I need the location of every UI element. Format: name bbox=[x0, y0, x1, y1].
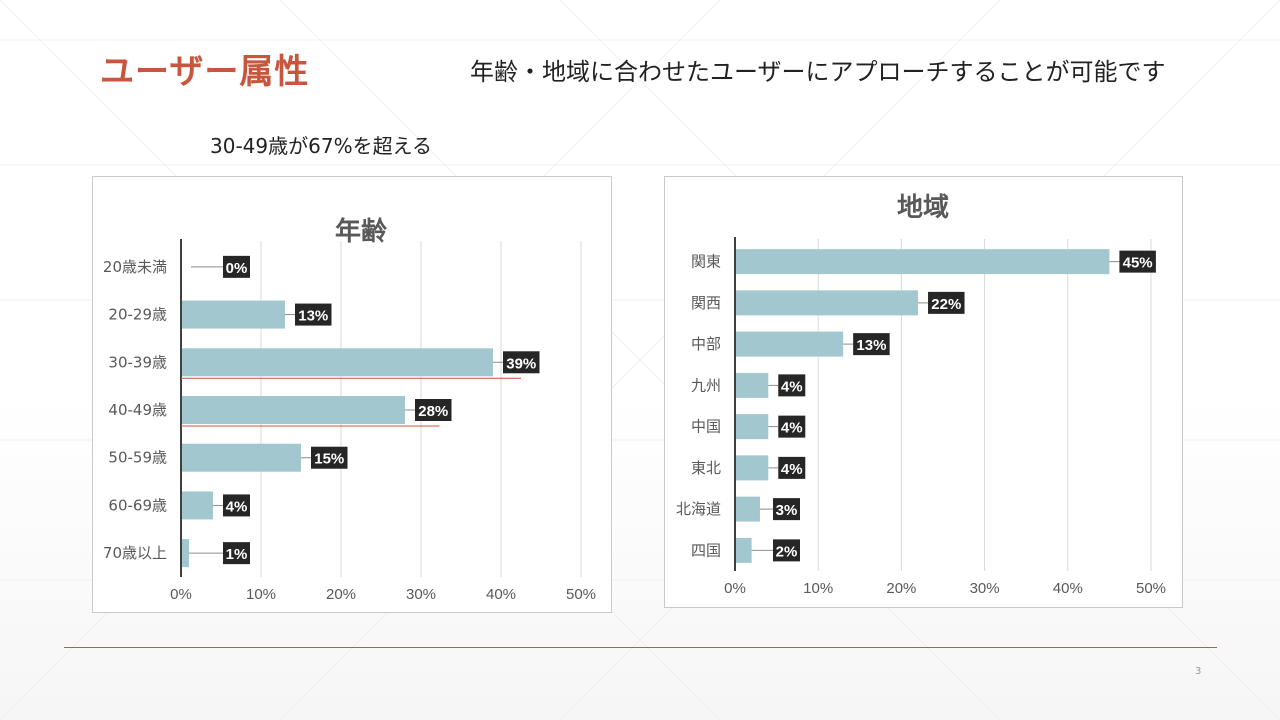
data-label: 39% bbox=[506, 355, 536, 372]
age-chart-panel: 年齢 0% 10% 20% 30% 40% 50% 20歳未満 0% 20-29歳 13% 30-39… bbox=[92, 176, 612, 613]
category-label: 関東 bbox=[691, 253, 721, 271]
data-label-box bbox=[295, 303, 332, 326]
category-label: 関西 bbox=[691, 294, 721, 312]
bar bbox=[181, 348, 493, 377]
category-label: 北海道 bbox=[676, 500, 721, 518]
category-label: 東北 bbox=[691, 459, 721, 477]
category-label: 20-29歳 bbox=[108, 306, 167, 324]
data-label-box bbox=[778, 456, 806, 479]
data-label-box bbox=[311, 446, 348, 469]
category-label: 九州 bbox=[691, 376, 721, 394]
data-label-box bbox=[415, 399, 452, 421]
category-label: 四国 bbox=[691, 541, 721, 559]
region-chart: 地域 0% 10% 20% 30% 40% 50% 関東 45% 関西 22% 中部 13% 九州 4% 中国… bbox=[676, 193, 1166, 597]
x-tick-label: 50% bbox=[1136, 580, 1166, 597]
x-tick-label: 0% bbox=[724, 580, 746, 597]
data-label-box bbox=[223, 255, 250, 278]
chart-title: 年齢 bbox=[335, 216, 388, 247]
data-label-box bbox=[223, 494, 250, 517]
bar bbox=[735, 290, 919, 316]
category-label: 中部 bbox=[691, 335, 721, 353]
data-label-box bbox=[223, 542, 250, 565]
x-tick-label: 30% bbox=[406, 586, 436, 603]
x-tick-label: 20% bbox=[886, 580, 916, 597]
x-tick-label: 0% bbox=[170, 586, 192, 603]
data-label-box bbox=[773, 498, 800, 521]
bar bbox=[735, 537, 752, 563]
data-label: 2% bbox=[776, 543, 798, 560]
data-label-box bbox=[773, 539, 800, 562]
data-label: 13% bbox=[856, 337, 886, 354]
bar bbox=[735, 455, 769, 481]
data-label-box bbox=[778, 415, 806, 438]
category-label: 50-59歳 bbox=[108, 449, 167, 467]
bar bbox=[181, 443, 301, 472]
data-label: 28% bbox=[418, 403, 448, 420]
data-label: 4% bbox=[781, 420, 803, 437]
data-label: 4% bbox=[781, 461, 803, 478]
chart-title: 地域 bbox=[897, 193, 949, 223]
age-chart: 年齢 0% 10% 20% 30% 40% 50% 20歳未満 0% 20-29歳 13% 30-39… bbox=[103, 216, 596, 603]
bar bbox=[735, 372, 769, 398]
x-tick-label: 30% bbox=[970, 580, 1000, 597]
bar bbox=[735, 249, 1110, 275]
bar bbox=[735, 496, 760, 522]
bar bbox=[181, 539, 189, 568]
data-label-box bbox=[928, 291, 965, 314]
region-chart-panel: 地域 0% 10% 20% 30% 40% 50% 関東 45% 関西 22% 中部 13% 九州 4% 中国… bbox=[664, 176, 1183, 608]
data-label-box bbox=[503, 351, 540, 374]
bar bbox=[181, 491, 213, 520]
bar bbox=[735, 414, 769, 440]
x-tick-label: 40% bbox=[486, 586, 516, 603]
category-label: 70歳以上 bbox=[103, 544, 167, 562]
data-label-box bbox=[1119, 250, 1156, 273]
category-label: 60-69歳 bbox=[108, 496, 167, 514]
category-label: 40-49歳 bbox=[108, 401, 167, 419]
footer-divider bbox=[64, 647, 1217, 648]
x-tick-label: 10% bbox=[803, 580, 833, 597]
data-label: 4% bbox=[781, 378, 803, 395]
x-tick-label: 10% bbox=[246, 586, 276, 603]
data-label-box bbox=[778, 374, 806, 397]
x-tick-label: 50% bbox=[566, 586, 596, 603]
data-label: 15% bbox=[314, 451, 344, 468]
page-number: 3 bbox=[1195, 666, 1202, 677]
slide-title: ユーザー属性 bbox=[100, 52, 310, 92]
bar bbox=[735, 331, 844, 357]
data-label: 4% bbox=[226, 498, 248, 515]
category-label: 20歳未満 bbox=[103, 258, 167, 276]
data-label: 45% bbox=[1123, 255, 1153, 272]
x-tick-label: 40% bbox=[1053, 580, 1083, 597]
x-tick-label: 20% bbox=[326, 586, 356, 603]
data-label: 22% bbox=[931, 296, 961, 313]
data-label: 1% bbox=[226, 546, 248, 563]
bar bbox=[181, 300, 285, 329]
slide-subtitle: 年齢・地域に合わせたユーザーにアプローチすることが可能です bbox=[470, 58, 1166, 86]
data-label-box bbox=[853, 333, 890, 356]
highlight-text: 30-49歳が67%を超える bbox=[210, 134, 432, 158]
data-label: 0% bbox=[226, 260, 248, 277]
data-label: 3% bbox=[776, 502, 798, 519]
bar bbox=[181, 396, 405, 424]
category-label: 中国 bbox=[691, 418, 721, 436]
data-label: 13% bbox=[298, 308, 328, 325]
category-label: 30-39歳 bbox=[108, 353, 167, 371]
